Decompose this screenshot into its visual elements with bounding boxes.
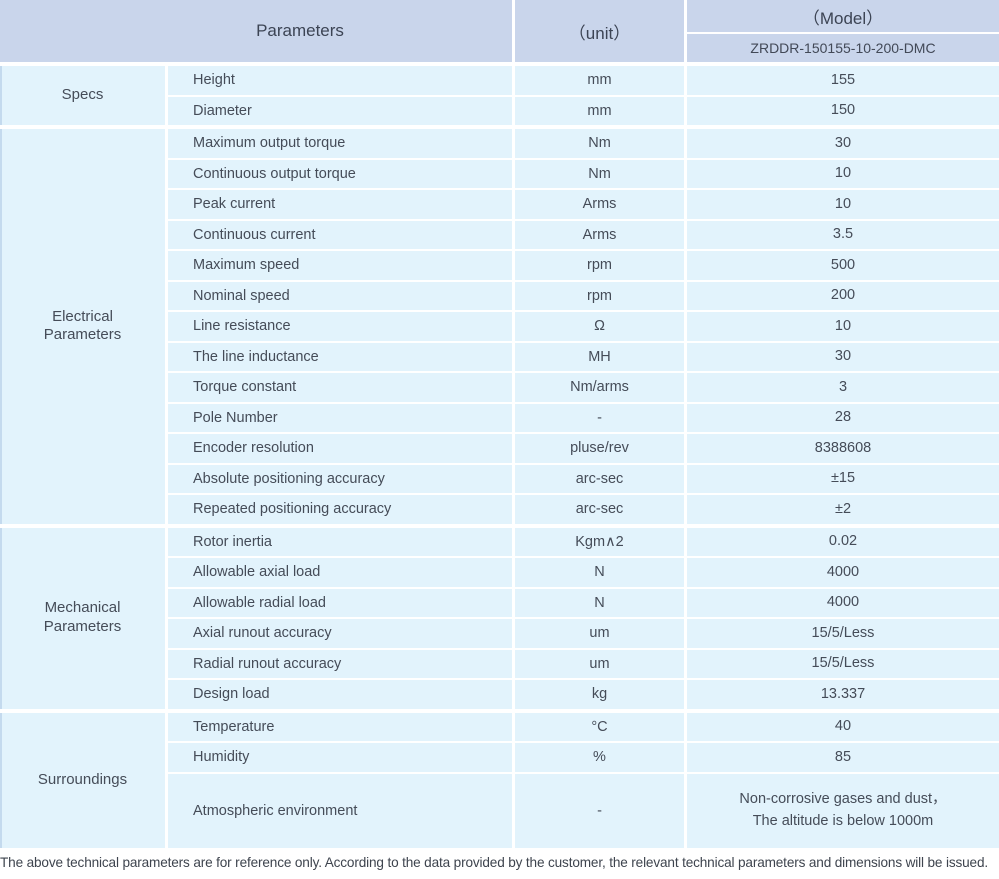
unit-radial-runout-accuracy: um: [515, 649, 684, 678]
unit-maximum-output-torque: Nm: [515, 129, 684, 158]
unit-repeated-positioning-accuracy: arc-sec: [515, 495, 684, 524]
spec-table: Parameters （unit） （Model） ZRDDR-150155-1…: [0, 0, 999, 848]
param-allowable-axial-load: Allowable axial load: [168, 558, 512, 587]
unit-humidity: %: [515, 743, 684, 772]
param-continuous-output-torque: Continuous output torque: [168, 159, 512, 188]
unit-allowable-axial-load: N: [515, 558, 684, 587]
model-divider: [687, 32, 999, 34]
param-axial-runout-accuracy: Axial runout accuracy: [168, 619, 512, 648]
param-absolute-positioning-accuracy: Absolute positioning accuracy: [168, 464, 512, 493]
value-peak-current: 10: [687, 190, 999, 219]
section-surroundings: Surroundings Temperature °C 40 Humidity …: [0, 712, 999, 848]
unit-continuous-output-torque: Nm: [515, 159, 684, 188]
param-torque-constant: Torque constant: [168, 373, 512, 402]
value-maximum-output-torque: 30: [687, 129, 999, 158]
value-pole-number: 28: [687, 403, 999, 432]
param-line-resistance: Line resistance: [168, 312, 512, 341]
unit-absolute-positioning-accuracy: arc-sec: [515, 464, 684, 493]
param-encoder-resolution: Encoder resolution: [168, 434, 512, 463]
param-peak-current: Peak current: [168, 190, 512, 219]
unit-diameter: mm: [515, 96, 684, 125]
param-humidity: Humidity: [168, 743, 512, 772]
value-design-load: 13.337: [687, 680, 999, 709]
header-model: （Model） ZRDDR-150155-10-200-DMC: [687, 0, 999, 62]
param-maximum-output-torque: Maximum output torque: [168, 129, 512, 158]
section-electrical-parameters: Electrical Parameters Maximum output tor…: [0, 129, 999, 524]
value-diameter: 150: [687, 96, 999, 125]
param-diameter: Diameter: [168, 96, 512, 125]
param-continuous-current: Continuous current: [168, 220, 512, 249]
param-design-load: Design load: [168, 680, 512, 709]
value-continuous-current: 3.5: [687, 220, 999, 249]
unit-temperature: °C: [515, 712, 684, 741]
value-allowable-radial-load: 4000: [687, 588, 999, 617]
unit-line-inductance: MH: [515, 342, 684, 371]
section-specs: Specs Height mm 155 Diameter mm 150: [0, 66, 999, 125]
unit-allowable-radial-load: N: [515, 588, 684, 617]
value-maximum-speed: 500: [687, 251, 999, 280]
unit-axial-runout-accuracy: um: [515, 619, 684, 648]
param-allowable-radial-load: Allowable radial load: [168, 588, 512, 617]
unit-atmospheric-environment: -: [515, 773, 684, 848]
header-model-label: （Model）: [802, 8, 884, 28]
category-specs: Specs: [0, 66, 165, 125]
value-line-inductance: 30: [687, 342, 999, 371]
model-number: ZRDDR-150155-10-200-DMC: [750, 40, 936, 56]
param-temperature: Temperature: [168, 712, 512, 741]
unit-design-load: kg: [515, 680, 684, 709]
value-repeated-positioning-accuracy: ±2: [687, 495, 999, 524]
unit-pole-number: -: [515, 403, 684, 432]
category-mechanical-parameters: Mechanical Parameters: [0, 527, 165, 709]
unit-nominal-speed: rpm: [515, 281, 684, 310]
table-header: Parameters （unit） （Model） ZRDDR-150155-1…: [0, 0, 999, 62]
section-mechanical-parameters: Mechanical Parameters Rotor inertia Kgm∧…: [0, 527, 999, 709]
value-encoder-resolution: 8388608: [687, 434, 999, 463]
value-radial-runout-accuracy: 15/5/Less: [687, 649, 999, 678]
param-nominal-speed: Nominal speed: [168, 281, 512, 310]
value-torque-constant: 3: [687, 373, 999, 402]
category-electrical-parameters: Electrical Parameters: [0, 129, 165, 524]
param-height: Height: [168, 66, 512, 95]
unit-torque-constant: Nm/arms: [515, 373, 684, 402]
value-humidity: 85: [687, 743, 999, 772]
value-continuous-output-torque: 10: [687, 159, 999, 188]
unit-height: mm: [515, 66, 684, 95]
value-absolute-positioning-accuracy: ±15: [687, 464, 999, 493]
unit-maximum-speed: rpm: [515, 251, 684, 280]
header-unit: （unit）: [515, 0, 684, 62]
value-allowable-axial-load: 4000: [687, 558, 999, 587]
value-nominal-speed: 200: [687, 281, 999, 310]
category-surroundings: Surroundings: [0, 712, 165, 848]
param-line-inductance: The line inductance: [168, 342, 512, 371]
header-parameters: Parameters: [0, 0, 512, 62]
unit-rotor-inertia: Kgm∧2: [515, 527, 684, 556]
unit-encoder-resolution: pluse/rev: [515, 434, 684, 463]
value-rotor-inertia: 0.02: [687, 527, 999, 556]
unit-continuous-current: Arms: [515, 220, 684, 249]
value-axial-runout-accuracy: 15/5/Less: [687, 619, 999, 648]
param-radial-runout-accuracy: Radial runout accuracy: [168, 649, 512, 678]
param-rotor-inertia: Rotor inertia: [168, 527, 512, 556]
footer-note: The above technical parameters are for r…: [0, 854, 988, 870]
unit-line-resistance: Ω: [515, 312, 684, 341]
value-temperature: 40: [687, 712, 999, 741]
param-pole-number: Pole Number: [168, 403, 512, 432]
unit-peak-current: Arms: [515, 190, 684, 219]
param-repeated-positioning-accuracy: Repeated positioning accuracy: [168, 495, 512, 524]
value-height: 155: [687, 66, 999, 95]
param-maximum-speed: Maximum speed: [168, 251, 512, 280]
value-line-resistance: 10: [687, 312, 999, 341]
value-atmospheric-environment: Non-corrosive gases and dust， The altitu…: [687, 773, 999, 848]
param-atmospheric-environment: Atmospheric environment: [168, 773, 512, 848]
